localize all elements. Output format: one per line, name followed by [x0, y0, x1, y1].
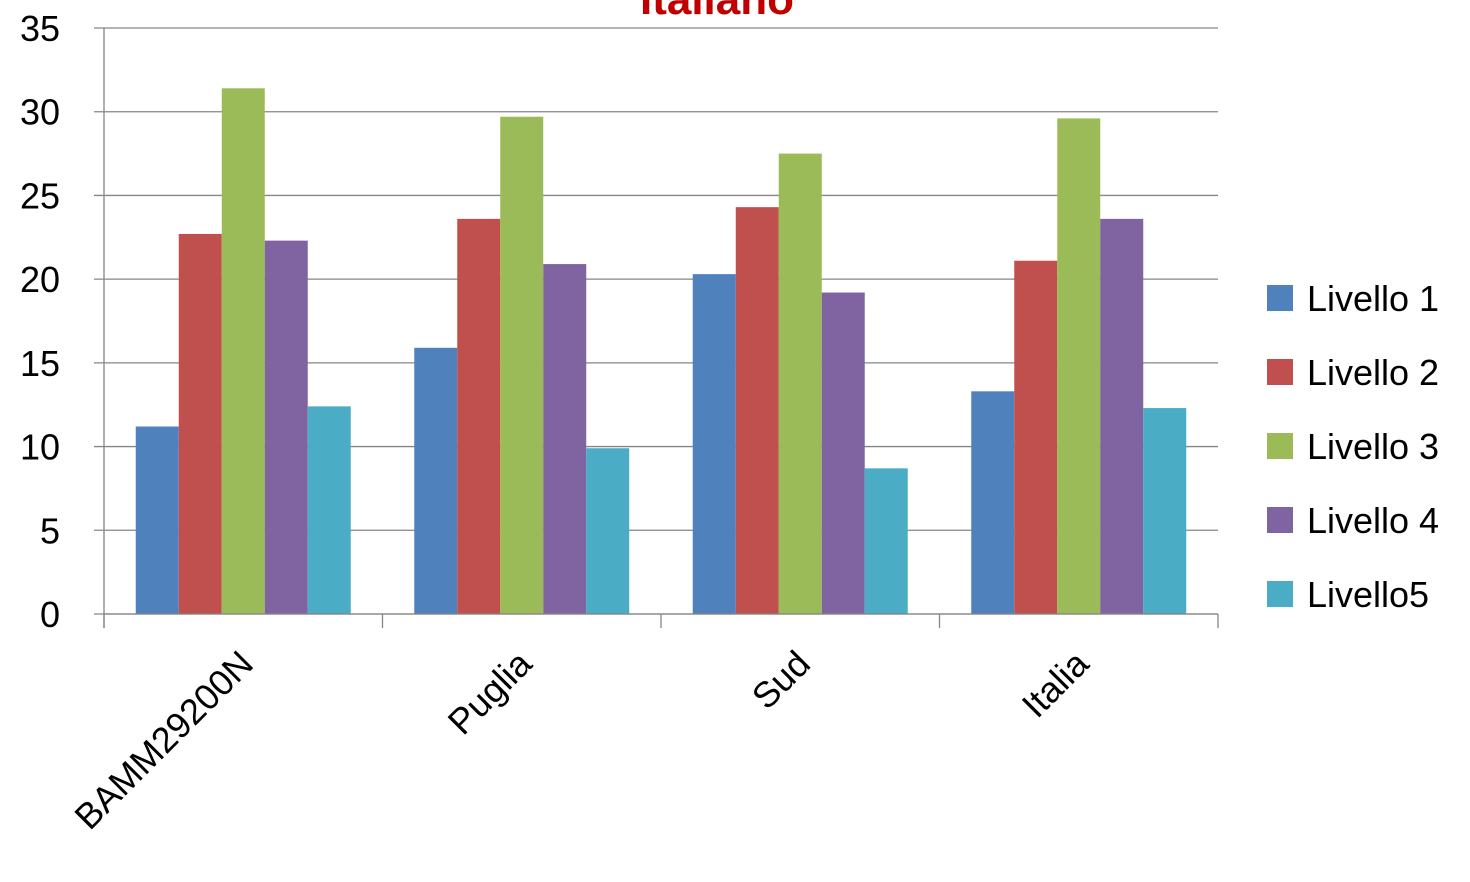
- x-category-label: Puglia: [440, 642, 540, 742]
- bar-livello-3-puglia: [500, 116, 544, 614]
- bar-livello-1-bamm29200n: [135, 426, 179, 614]
- bar-livello-4-sud: [821, 292, 865, 614]
- bar-livello5-sud: [864, 468, 908, 614]
- legend: Livello 1 Livello 2 Livello 3 Livello 4 Live…: [1267, 278, 1439, 615]
- y-tick-label: 0: [40, 594, 60, 635]
- legend-label: Livello 1: [1307, 278, 1439, 319]
- bar-livello5-italia: [1143, 408, 1187, 614]
- bar-livello-4-bamm29200n: [264, 240, 308, 615]
- bar-livello-3-bamm29200n: [221, 88, 265, 614]
- chart-title: Italiano: [640, 0, 794, 24]
- y-tick-label: 15: [20, 343, 60, 384]
- y-tick-label: 5: [40, 510, 60, 551]
- legend-swatch: [1267, 507, 1293, 533]
- legend-label: Livello 3: [1307, 426, 1439, 467]
- bar-livello-4-puglia: [543, 264, 587, 614]
- x-category-label: Sud: [744, 643, 818, 717]
- legend-swatch: [1267, 359, 1293, 385]
- bar-livello-1-sud: [692, 274, 736, 614]
- y-tick-label: 20: [20, 259, 60, 300]
- legend-label: Livello 2: [1307, 352, 1439, 393]
- bar-livello-3-sud: [778, 153, 822, 615]
- bar-livello-1-italia: [971, 391, 1015, 614]
- bars: [135, 88, 1187, 615]
- bar-livello-2-sud: [735, 207, 779, 615]
- legend-swatch: [1267, 285, 1293, 311]
- bar-livello-2-bamm29200n: [178, 233, 222, 615]
- bar-livello-3-italia: [1057, 118, 1101, 614]
- bar-livello-1-puglia: [414, 347, 458, 614]
- bar-livello-2-puglia: [457, 218, 501, 614]
- legend-label: Livello5: [1307, 574, 1429, 615]
- y-tick-label: 35: [20, 8, 60, 49]
- legend-swatch: [1267, 581, 1293, 607]
- bar-livello5-bamm29200n: [307, 406, 351, 614]
- y-tick-label: 25: [20, 175, 60, 216]
- y-tick-label: 10: [20, 427, 60, 468]
- legend-label: Livello 4: [1307, 500, 1439, 541]
- y-tick-label: 30: [20, 92, 60, 133]
- bar-livello5-puglia: [586, 448, 630, 614]
- legend-swatch: [1267, 433, 1293, 459]
- bar-livello-4-italia: [1100, 218, 1144, 614]
- bar-livello-2-italia: [1014, 260, 1058, 614]
- x-category-label: Italia: [1014, 642, 1097, 725]
- x-category-label: BAMM29200N: [66, 643, 261, 838]
